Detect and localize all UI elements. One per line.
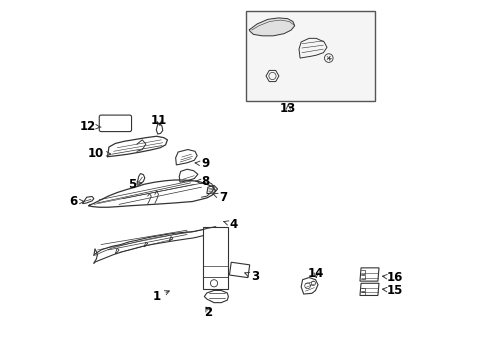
Polygon shape xyxy=(249,18,294,36)
Text: 12: 12 xyxy=(79,120,101,133)
Text: 3: 3 xyxy=(244,270,259,283)
Text: 2: 2 xyxy=(204,306,212,319)
Text: 1: 1 xyxy=(152,290,169,303)
Text: 6: 6 xyxy=(69,195,84,208)
Text: 10: 10 xyxy=(88,147,111,159)
Text: 5: 5 xyxy=(128,178,142,191)
Text: 4: 4 xyxy=(224,218,237,231)
Text: 8: 8 xyxy=(195,175,209,188)
Text: 13: 13 xyxy=(280,102,296,115)
Text: 16: 16 xyxy=(382,271,403,284)
FancyBboxPatch shape xyxy=(99,115,131,132)
Bar xyxy=(246,12,375,101)
Text: 7: 7 xyxy=(213,191,226,204)
Text: 15: 15 xyxy=(382,284,403,297)
Bar xyxy=(229,262,249,278)
Text: 11: 11 xyxy=(151,114,167,127)
Text: 9: 9 xyxy=(195,157,209,170)
Text: 14: 14 xyxy=(307,267,324,280)
